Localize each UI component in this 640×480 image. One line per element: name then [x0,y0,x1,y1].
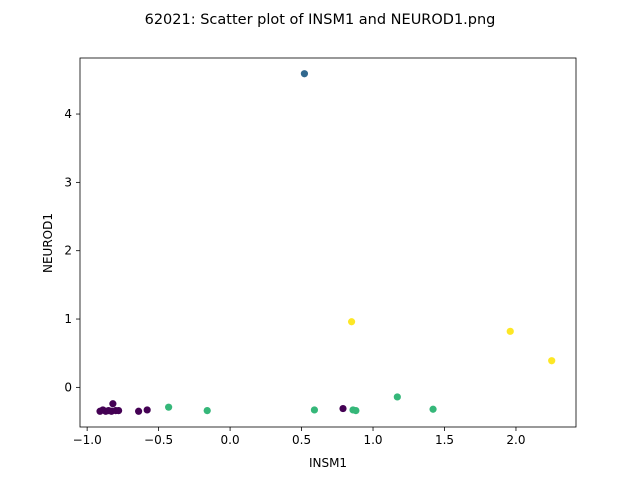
points-layer [96,70,556,415]
data-point [165,403,173,411]
x-axis: −1.0 −0.5 0.0 0.5 1.0 1.5 2.0 [73,427,526,447]
data-point [393,393,401,401]
plot-area [79,57,577,428]
data-point [143,406,151,414]
y-axis-label: NEUROD1 [41,213,55,273]
y-tick-label: 2 [64,244,72,258]
data-point [347,318,356,326]
x-tick-label: 1.5 [435,433,454,447]
data-point [300,70,309,78]
data-point [135,407,143,415]
y-tick-label: 3 [64,175,72,189]
y-tick-label: 1 [64,312,72,326]
data-point [310,406,319,414]
data-point [429,405,437,413]
x-tick-label: 0.5 [292,433,311,447]
data-point [114,407,123,415]
chart-title: 62021: Scatter plot of INSM1 and NEUROD1… [145,12,496,28]
data-point [506,327,514,335]
y-tick-label: 0 [64,380,72,394]
x-tick-label: 2.0 [506,433,525,447]
data-point [109,400,117,408]
x-tick-label: 1.0 [363,433,382,447]
data-point [352,407,360,415]
x-axis-label: INSM1 [309,456,347,470]
y-tick-label: 4 [64,107,72,121]
x-tick-label: −1.0 [73,433,102,447]
data-point [203,407,211,415]
x-tick-label: 0.0 [221,433,240,447]
y-axis: 0 1 2 3 4 [64,107,80,394]
data-point [548,357,556,365]
x-tick-label: −0.5 [144,433,173,447]
data-point [339,404,347,413]
